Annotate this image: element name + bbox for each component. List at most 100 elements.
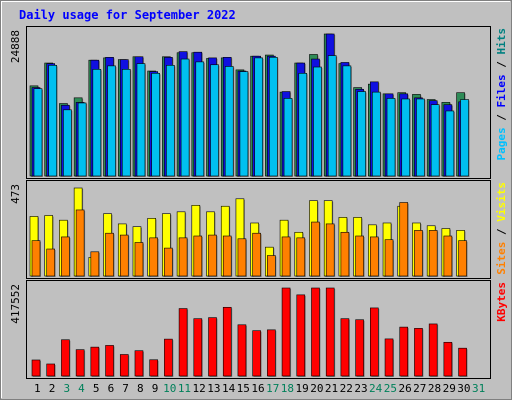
bar-kbytes-7 <box>119 354 129 377</box>
bar-sites-20 <box>311 221 320 277</box>
panel-legend: KBytes <box>495 282 508 322</box>
x-tick-label: 16 <box>251 382 264 395</box>
bar-sites-4 <box>75 209 85 277</box>
bar-kbytes-21 <box>325 287 335 377</box>
bar-kbytes-17 <box>267 329 276 377</box>
y-max-label: 417552 <box>9 284 22 324</box>
bar-kbytes-25 <box>384 338 394 377</box>
x-tick-label: 12 <box>193 382 206 395</box>
bar-pages-11 <box>180 58 190 177</box>
series-sites <box>31 202 468 277</box>
panel-kbytes: 417552 KBytes <box>9 280 508 379</box>
bar-pages-2 <box>48 65 58 177</box>
bar-pages-4 <box>77 102 87 177</box>
bar-sites-8 <box>134 242 144 277</box>
legend-entry: Sites <box>495 242 508 275</box>
x-tick-label: 30 <box>457 382 470 395</box>
x-tick-label: 6 <box>108 382 115 395</box>
x-tick-label: 2 <box>49 382 56 395</box>
bar-kbytes-20 <box>311 287 320 377</box>
bar-pages-10 <box>166 65 175 177</box>
bar-sites-7 <box>119 234 129 277</box>
bar-pages-7 <box>121 69 131 177</box>
legend-entry: Visits <box>495 182 508 222</box>
x-tick-label: 21 <box>325 382 338 395</box>
bar-sites-17 <box>267 255 276 277</box>
bar-pages-22 <box>342 65 352 177</box>
bar-kbytes-8 <box>134 350 144 377</box>
bar-kbytes-16 <box>252 330 261 377</box>
x-tick-label: 1 <box>34 382 41 395</box>
x-tick-label: 11 <box>178 382 191 395</box>
panel-visits-sites: 473 Sites / Visits <box>9 180 508 279</box>
bar-sites-9 <box>149 237 158 277</box>
bar-pages-9 <box>151 72 160 177</box>
bar-sites-21 <box>325 223 335 277</box>
bar-pages-28 <box>430 104 440 177</box>
bar-pages-26 <box>401 98 411 177</box>
bar-sites-26 <box>399 202 409 277</box>
bar-pages-24 <box>372 91 381 177</box>
bar-sites-27 <box>414 230 423 277</box>
bar-kbytes-15 <box>237 324 247 377</box>
x-tick-label: 18 <box>281 382 294 395</box>
bar-pages-30 <box>460 99 469 177</box>
legend-entry: Files <box>495 74 508 107</box>
x-tick-label: 23 <box>354 382 367 395</box>
chart-panels: 24888 Pages / Files / Hits 473 Sites / Visi… <box>9 26 508 379</box>
bar-pages-20 <box>313 66 322 177</box>
bar-pages-23 <box>357 91 366 177</box>
bar-pages-3 <box>63 109 72 177</box>
x-tick-label: 19 <box>296 382 309 395</box>
x-tick-label: 10 <box>163 382 176 395</box>
bar-sites-3 <box>61 236 70 277</box>
legend-entry: KBytes <box>495 282 508 322</box>
x-tick-label: 24 <box>369 382 383 395</box>
bar-kbytes-14 <box>222 306 232 377</box>
x-tick-label: 4 <box>78 382 85 395</box>
bar-kbytes-28 <box>428 323 438 377</box>
bar-sites-24 <box>370 236 379 277</box>
legend-entry: Pages <box>495 127 508 160</box>
bar-pages-15 <box>239 71 249 177</box>
x-tick-label: 25 <box>384 382 397 395</box>
x-tick-label: 31 <box>472 382 485 395</box>
bar-sites-11 <box>178 237 188 277</box>
x-tick-label: 13 <box>207 382 220 395</box>
chart-title: Daily usage for September 2022 <box>19 8 236 22</box>
legend-entry: / <box>495 222 508 242</box>
bar-pages-16 <box>254 57 263 177</box>
series-kbytes <box>31 287 468 377</box>
bar-kbytes-29 <box>443 341 453 377</box>
bar-sites-22 <box>340 231 350 277</box>
bar-pages-13 <box>210 64 219 177</box>
bar-pages-8 <box>136 63 146 177</box>
bar-kbytes-18 <box>281 287 291 377</box>
bar-pages-17 <box>269 57 278 177</box>
bar-sites-2 <box>46 248 56 277</box>
bar-sites-19 <box>296 237 306 277</box>
bar-kbytes-24 <box>370 307 379 377</box>
bar-kbytes-1 <box>31 359 41 377</box>
x-tick-label: 26 <box>398 382 411 395</box>
bar-sites-29 <box>443 235 453 277</box>
legend-entry: / <box>495 55 508 75</box>
bar-sites-18 <box>281 236 291 277</box>
bar-kbytes-22 <box>340 318 350 377</box>
bar-sites-12 <box>193 235 203 277</box>
x-tick-label: 27 <box>413 382 426 395</box>
x-tick-label: 29 <box>443 382 456 395</box>
bar-sites-30 <box>458 240 467 277</box>
x-tick-label: 15 <box>237 382 250 395</box>
bar-pages-21 <box>327 55 337 177</box>
bar-sites-13 <box>208 234 217 277</box>
x-tick-label: 28 <box>428 382 441 395</box>
bar-pages-18 <box>283 98 293 177</box>
bar-pages-6 <box>107 65 116 177</box>
bar-kbytes-23 <box>355 319 364 377</box>
x-tick-label: 20 <box>310 382 323 395</box>
bar-kbytes-5 <box>90 346 100 377</box>
x-tick-label: 8 <box>137 382 144 395</box>
x-tick-label: 22 <box>340 382 353 395</box>
